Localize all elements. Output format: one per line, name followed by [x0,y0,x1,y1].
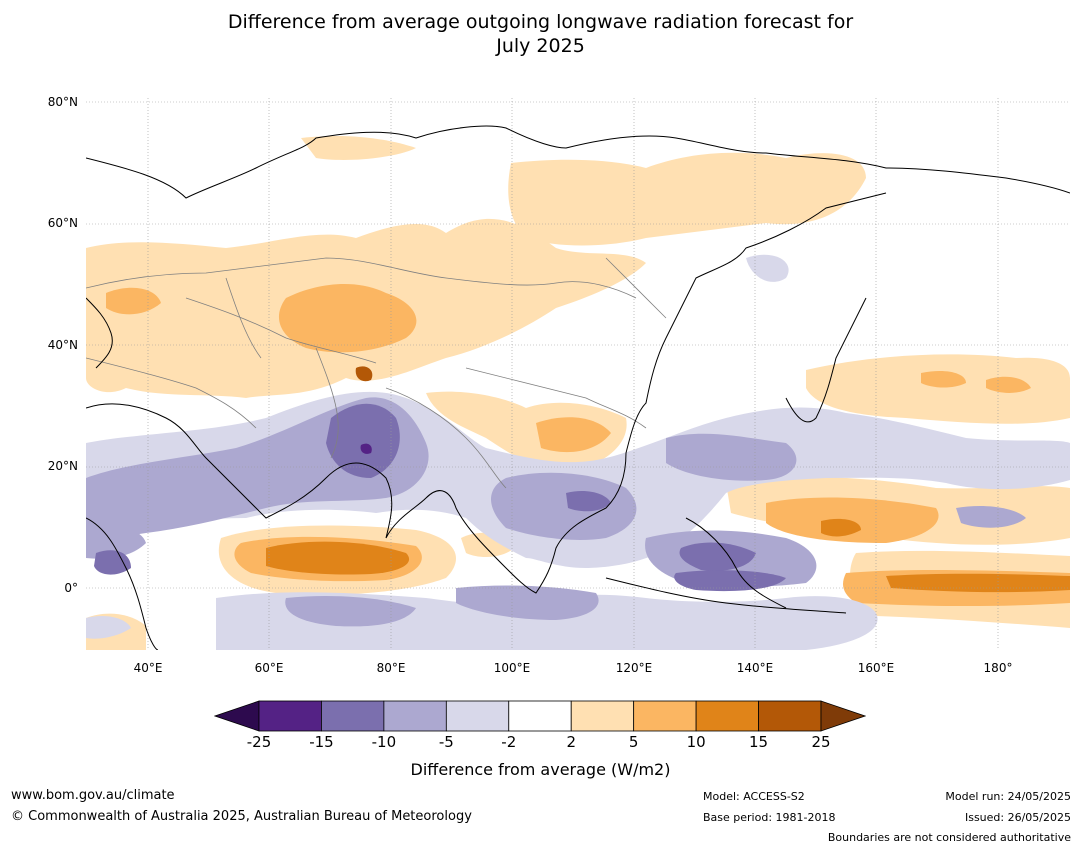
base-period: Base period: 1981-2018 [703,811,836,824]
title-line-1: Difference from average outgoing longwav… [227,11,854,33]
colorbar-swatch [633,700,697,732]
model-run-date: Model run: 24/05/2025 [945,790,1071,803]
lon-label-140e: 140°E [736,661,774,675]
colorbar-extend-low [213,700,260,732]
lat-label-80n: 80°N [47,95,78,109]
colorbar-tick-label: 15 [749,733,769,751]
title-line-2: July 2025 [496,35,585,57]
lon-label-60e: 60°E [254,661,284,675]
graticule [86,98,1070,650]
colorbar-tick-label: 2 [566,733,576,751]
colorbar-tick-label: -25 [246,733,272,751]
chart-title: Difference from average outgoing longwav… [0,10,1081,58]
colorbar-swatches [213,700,867,732]
lat-label-60n: 60°N [47,216,78,230]
lon-label-40e: 40°E [133,661,163,675]
colorbar-extend-high [820,700,867,732]
colorbar [213,700,867,732]
model-name: Model: ACCESS-S2 [703,790,805,803]
colorbar-swatch [508,700,572,732]
website-link[interactable]: www.bom.gov.au/climate [11,788,175,803]
lat-label-40n: 40°N [47,338,78,352]
lat-label-0: 0° [64,581,78,595]
colorbar-tick-label: 5 [628,733,639,751]
lon-label-80e: 80°E [376,661,406,675]
colorbar-tick-label: -10 [371,733,397,751]
boundaries-disclaimer: Boundaries are not considered authoritat… [827,831,1071,844]
colorbar-swatch [383,700,447,732]
olr-anomaly-map [86,98,1070,650]
copyright-text: © Commonwealth of Australia 2025, Austra… [11,809,472,824]
colorbar-swatch [321,700,385,732]
colorbar-tick-label: 25 [811,733,831,751]
lon-label-120e: 120°E [615,661,653,675]
colorbar-swatch [445,700,510,732]
map-panel [86,98,1070,650]
issued-date: Issued: 26/05/2025 [964,811,1071,824]
colorbar-swatch [758,700,822,732]
country-borders [86,257,667,489]
colorbar-swatch [570,700,635,732]
colorbar-swatch [258,700,322,732]
colorbar-swatch [695,700,759,732]
colorbar-tick-label: -15 [309,733,334,751]
positive-anomaly-dark [266,518,1070,593]
positive-anomaly-brown [355,366,373,382]
colorbar-label: Difference from average (W/m2) [410,760,671,779]
coastlines [86,125,1070,650]
colorbar-tick-label: -2 [501,733,517,751]
colorbar-tick-label: -5 [438,733,454,751]
negative-anomaly-dark [360,443,372,454]
lon-label-100e: 100°E [493,661,531,675]
colorbar-tick-label: 10 [686,733,706,751]
negative-anomaly-mid [94,403,786,592]
lon-label-160e: 160°E [857,661,895,675]
lat-label-20n: 20°N [47,459,78,473]
lon-label-180: 180° [983,661,1013,675]
